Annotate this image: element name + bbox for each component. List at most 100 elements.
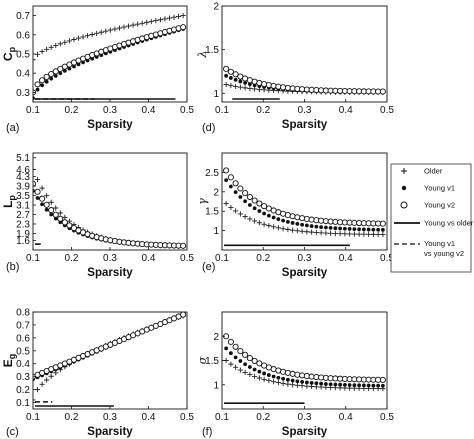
plus-marker bbox=[48, 373, 54, 379]
x-tick-label: 0.3 bbox=[103, 253, 117, 264]
series-plus bbox=[223, 200, 386, 238]
legend: Older Young v1 Young v2 Young vs older Young… bbox=[390, 163, 474, 273]
dot-marker bbox=[49, 76, 54, 81]
dot-marker bbox=[300, 379, 305, 384]
dot-marker bbox=[238, 79, 243, 84]
circle-marker bbox=[261, 203, 268, 210]
plus-marker bbox=[125, 23, 132, 29]
x-tick-label: 0.3 bbox=[298, 105, 312, 116]
y-tick-label: 2.3 bbox=[16, 219, 30, 230]
dot-marker bbox=[357, 383, 362, 388]
plus-marker bbox=[266, 223, 272, 229]
plus-marker bbox=[139, 20, 145, 26]
plus-marker bbox=[366, 231, 372, 237]
x-tick-label: 0.2 bbox=[256, 253, 270, 264]
plus-marker bbox=[148, 18, 154, 25]
x-tick-label: 0.5 bbox=[180, 105, 194, 116]
panel-e: 0.1 0.2 0.3 0.4 0.5 1 1.5 2 2.5 Sparsity γ (e) bbox=[196, 152, 394, 279]
dot-marker bbox=[357, 227, 362, 232]
legend-label: Young v1 bbox=[424, 184, 455, 193]
y-axis-label-main: L bbox=[1, 201, 15, 208]
plus-marker bbox=[89, 31, 95, 38]
dot-marker bbox=[276, 217, 281, 222]
dot-marker bbox=[309, 380, 314, 385]
x-tick-label: 0.3 bbox=[103, 105, 117, 116]
plus-marker bbox=[309, 229, 315, 235]
dot-marker bbox=[314, 224, 319, 229]
dot-marker bbox=[338, 226, 343, 231]
x-tick-label: 0.1 bbox=[26, 253, 40, 264]
plus-marker bbox=[176, 13, 182, 20]
plus-marker bbox=[323, 230, 329, 236]
dot-marker bbox=[233, 190, 238, 195]
plus-marker bbox=[337, 231, 343, 237]
plus-marker bbox=[223, 81, 229, 88]
dot-marker bbox=[266, 213, 271, 218]
plus-marker bbox=[375, 231, 381, 238]
dot-marker bbox=[35, 87, 40, 92]
dot-marker bbox=[352, 227, 357, 232]
plot-area bbox=[223, 65, 386, 95]
series-circle bbox=[223, 333, 386, 383]
dot-marker bbox=[323, 382, 328, 386]
x-tick-label: 0.2 bbox=[65, 253, 79, 264]
y-tick-label: 3.9 bbox=[16, 182, 30, 193]
plot-area bbox=[223, 333, 386, 392]
x-tick-label: 0.4 bbox=[339, 105, 353, 116]
series-dot bbox=[224, 346, 385, 388]
plus-marker bbox=[180, 13, 186, 19]
series-dot bbox=[33, 27, 186, 101]
panel-d: 0.1 0.2 0.3 0.4 0.5 1 1.5 2 Sparsity λ (d) bbox=[196, 2, 394, 135]
dot-marker bbox=[238, 195, 243, 199]
y-axis-label: Cp bbox=[1, 46, 17, 61]
plus-marker bbox=[171, 14, 177, 20]
circle-marker bbox=[48, 70, 55, 78]
circle-marker bbox=[232, 180, 239, 187]
plus-marker bbox=[351, 231, 357, 237]
circle-marker bbox=[33, 180, 37, 187]
plus-marker bbox=[144, 19, 150, 25]
dot-marker bbox=[380, 227, 385, 232]
plus-marker bbox=[361, 231, 367, 237]
legend-label: Young vs older bbox=[424, 219, 474, 228]
y-tick-label: 0.1 bbox=[16, 398, 30, 409]
plus-marker bbox=[252, 218, 258, 224]
x-axis-label: Sparsity bbox=[87, 426, 133, 438]
y-tick-label: 0.2 bbox=[16, 385, 30, 396]
axes-frame bbox=[221, 311, 388, 410]
circle-marker bbox=[34, 81, 41, 88]
legend-label: Older bbox=[424, 167, 443, 176]
plus-marker bbox=[233, 364, 239, 370]
dot-marker bbox=[33, 96, 35, 101]
panel-a: 0.1 0.2 0.3 0.4 0.5 0.3 0.4 0.5 0.6 0.7 Sparsity Cp… bbox=[1, 5, 194, 134]
y-tick-label: 2 bbox=[213, 2, 219, 13]
plus-marker bbox=[290, 382, 296, 388]
circle-marker bbox=[223, 65, 230, 72]
plus-marker bbox=[53, 205, 59, 211]
y-axis-label-main: σ bbox=[196, 356, 209, 364]
plus-marker bbox=[370, 231, 376, 237]
series-plus bbox=[33, 313, 186, 403]
plus-marker bbox=[44, 46, 50, 52]
y-tick-label: 1 bbox=[213, 380, 219, 391]
plus-marker bbox=[271, 224, 277, 230]
plus-marker bbox=[275, 379, 281, 386]
legend-dot-marker bbox=[401, 185, 407, 191]
y-axis-label: γ bbox=[196, 198, 209, 205]
y-tick-label: 0.5 bbox=[16, 50, 30, 61]
dot-marker bbox=[347, 227, 352, 231]
circle-marker bbox=[294, 214, 301, 221]
dot-marker bbox=[262, 371, 267, 376]
plus-marker bbox=[280, 226, 286, 232]
plus-marker bbox=[39, 381, 45, 387]
x-axis-label: Sparsity bbox=[282, 119, 328, 131]
x-tick-label: 0.2 bbox=[256, 105, 270, 116]
circle-marker bbox=[52, 211, 59, 218]
y-axis-label-main: γ bbox=[196, 198, 209, 205]
plus-marker bbox=[242, 85, 248, 91]
dot-marker bbox=[35, 196, 40, 200]
x-tick-label: 0.3 bbox=[298, 412, 312, 423]
plus-marker bbox=[166, 15, 173, 21]
plus-marker bbox=[237, 84, 243, 90]
plus-marker bbox=[44, 377, 50, 383]
